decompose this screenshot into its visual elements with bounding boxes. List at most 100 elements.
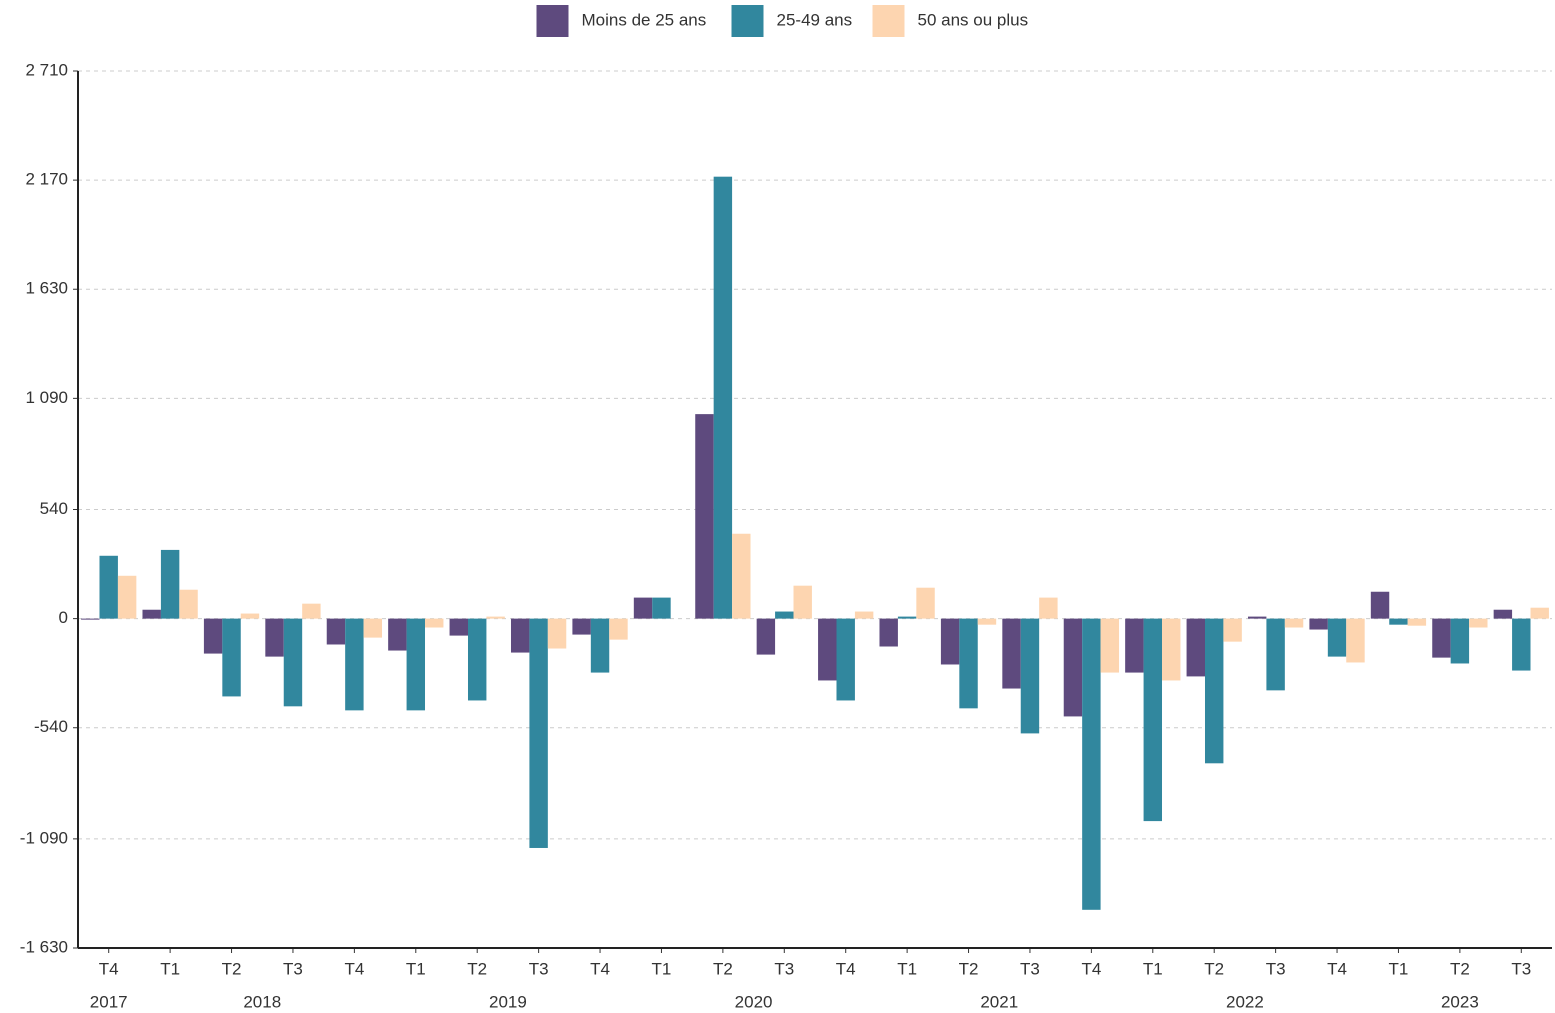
bar — [1327, 618, 1347, 657]
bar — [486, 616, 505, 619]
bar — [695, 414, 714, 619]
bar — [977, 618, 997, 625]
bar — [529, 618, 548, 848]
bar — [1389, 618, 1408, 625]
bar — [1162, 618, 1181, 681]
bar — [652, 597, 671, 619]
bar — [467, 618, 487, 701]
x-group-label: 2018 — [243, 992, 281, 1011]
legend-label: Moins de 25 ans — [582, 10, 707, 29]
bar — [793, 585, 812, 619]
bar — [1530, 607, 1549, 619]
bar — [633, 597, 653, 619]
bar — [1309, 618, 1328, 630]
bar — [756, 618, 776, 655]
x-tick-label: T2 — [467, 959, 487, 978]
y-tick-label: -1 090 — [20, 828, 68, 847]
x-tick-label: T2 — [1204, 959, 1224, 978]
bar — [1469, 618, 1488, 628]
bar — [203, 618, 223, 654]
bar — [897, 616, 917, 619]
bar — [99, 555, 118, 619]
legend-label: 25-49 ans — [777, 10, 853, 29]
bar — [1346, 618, 1365, 663]
bar — [1223, 618, 1242, 642]
bar — [609, 618, 628, 640]
legend-swatch — [872, 5, 905, 37]
bar — [142, 609, 161, 619]
x-tick-label: T4 — [344, 959, 364, 978]
x-tick-label: T1 — [406, 959, 426, 978]
x-tick-label: T1 — [1143, 959, 1163, 978]
x-tick-label: T4 — [1327, 959, 1347, 978]
y-tick-label: 540 — [40, 499, 68, 518]
bar — [1432, 618, 1451, 658]
x-tick-label: T3 — [283, 959, 303, 978]
bar — [1186, 618, 1205, 677]
bar — [425, 618, 444, 628]
x-group-label: 2022 — [1226, 992, 1264, 1011]
bar — [1002, 618, 1021, 689]
x-tick-label: T3 — [1020, 959, 1040, 978]
x-group-label: 2019 — [489, 992, 527, 1011]
legend-label: 50 ans ou plus — [918, 10, 1029, 29]
bar — [836, 618, 855, 701]
bar — [547, 618, 567, 649]
y-tick-label: 1 090 — [25, 388, 68, 407]
bar — [1020, 618, 1040, 734]
y-tick-label: 1 630 — [25, 279, 68, 298]
y-tick-label: 2 170 — [25, 170, 68, 189]
bar — [1284, 618, 1304, 628]
bar — [265, 618, 284, 657]
bar — [345, 618, 364, 711]
bar — [854, 611, 874, 619]
bar — [940, 618, 960, 665]
x-tick-label: T2 — [222, 959, 242, 978]
bar — [1100, 618, 1120, 673]
x-tick-label: T1 — [652, 959, 672, 978]
legend-swatch — [731, 5, 764, 37]
bar — [1450, 618, 1470, 664]
bar — [1082, 618, 1101, 910]
bar — [179, 589, 198, 619]
bar — [240, 613, 260, 619]
bar — [775, 611, 794, 619]
x-group-label: 2017 — [90, 992, 128, 1011]
bar — [1247, 616, 1267, 619]
bar — [959, 618, 978, 709]
x-group-label: 2020 — [735, 992, 773, 1011]
bar — [283, 618, 303, 707]
x-tick-label: T2 — [713, 959, 733, 978]
x-group-label: 2023 — [1441, 992, 1479, 1011]
bar — [1407, 618, 1427, 626]
bar — [1493, 609, 1513, 619]
bar — [406, 618, 426, 711]
legend-swatch — [536, 5, 569, 37]
bar — [449, 618, 468, 636]
x-tick-label: T3 — [1511, 959, 1531, 978]
x-tick-label: T2 — [959, 959, 979, 978]
y-tick-label: -1 630 — [20, 937, 68, 956]
bar — [302, 603, 321, 619]
bar — [326, 618, 346, 645]
y-tick-label: 0 — [59, 608, 68, 627]
y-tick-label: -540 — [34, 717, 68, 736]
bar — [1370, 591, 1390, 619]
bar — [1266, 618, 1285, 691]
bar — [713, 176, 733, 619]
bar — [879, 618, 898, 647]
bar — [818, 618, 837, 681]
bar — [1143, 618, 1163, 822]
bar — [388, 618, 407, 651]
bar — [160, 549, 180, 619]
bar — [117, 575, 137, 619]
bar — [1512, 618, 1531, 671]
x-tick-label: T4 — [590, 959, 610, 978]
x-tick-label: T1 — [1389, 959, 1409, 978]
x-tick-label: T4 — [1081, 959, 1101, 978]
x-tick-label: T1 — [897, 959, 917, 978]
bar — [363, 618, 383, 638]
bar — [222, 618, 241, 697]
bar — [1063, 618, 1083, 717]
